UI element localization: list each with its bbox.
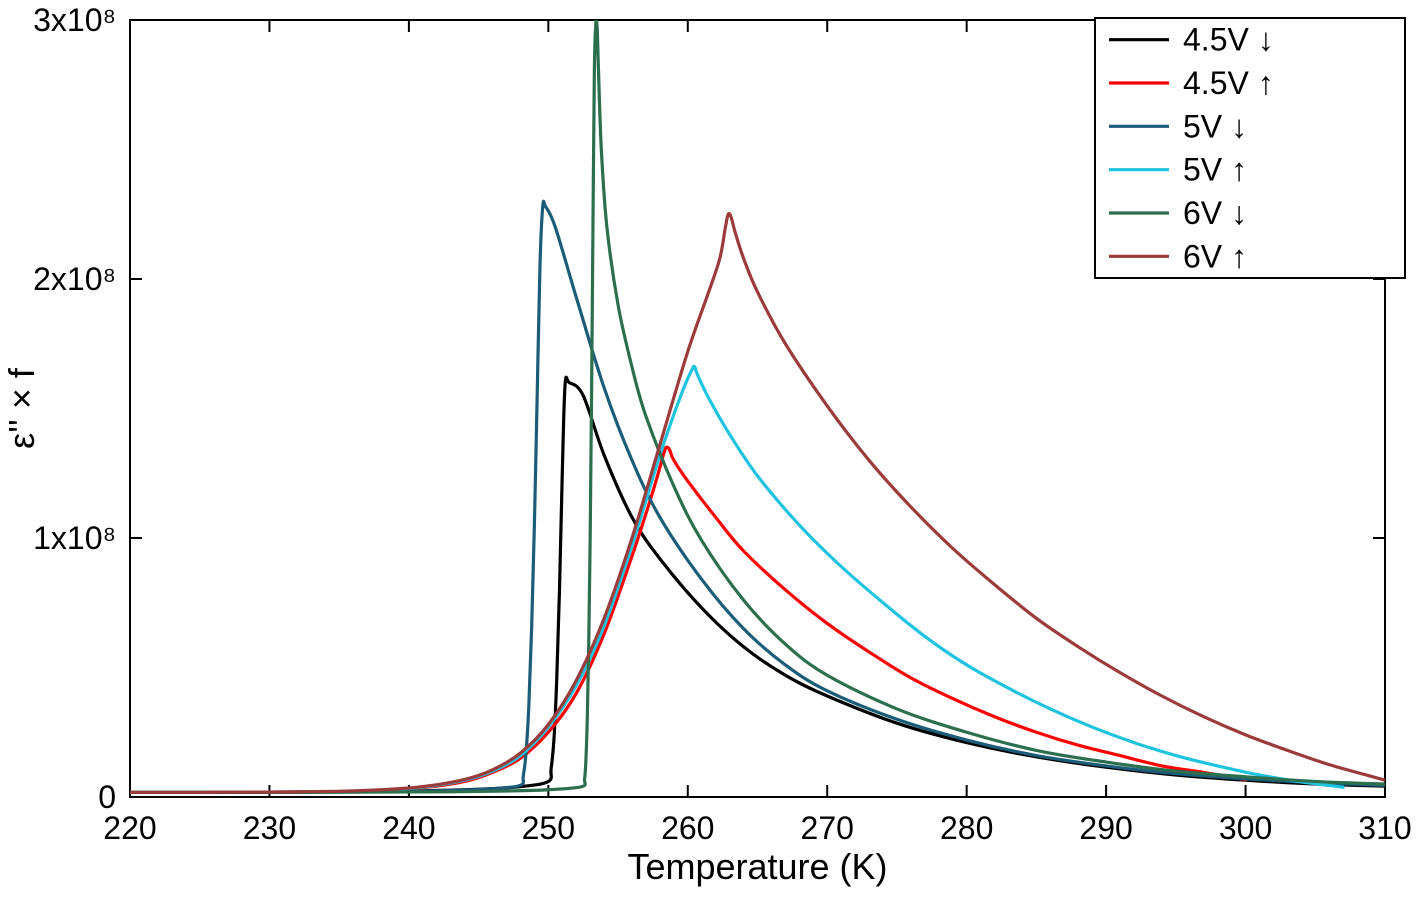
x-tick-label: 260: [661, 810, 714, 846]
x-tick-label: 270: [801, 810, 854, 846]
x-tick-label: 280: [940, 810, 993, 846]
legend: 4.5V ↓ 4.5V ↑ 5V ↓ 5V ↑ 6V ↓ 6V ↑: [1095, 18, 1405, 278]
series-line: [130, 213, 1385, 792]
series-line: [130, 377, 1385, 792]
legend-entry-label: 4.5V ↓: [1183, 22, 1274, 58]
x-tick-label: 240: [382, 810, 435, 846]
series-line: [130, 447, 1246, 792]
y-axis-label: ε'' × f: [1, 367, 42, 449]
x-tick-label: 220: [103, 810, 156, 846]
legend-entry-label: 5V ↑: [1183, 152, 1247, 188]
y-tick-label: 2x10⁸: [33, 261, 116, 297]
series-line: [130, 366, 1343, 792]
x-tick-label: 230: [243, 810, 296, 846]
legend-entry-label: 5V ↓: [1183, 108, 1247, 144]
x-tick-label: 290: [1079, 810, 1132, 846]
chart-svg: 220 230 240 250 260 270 280 290 300 310 0 1x10⁸ 2x10…: [0, 0, 1425, 907]
chart-container: 220 230 240 250 260 270 280 290 300 310 0 1x10⁸ 2x10…: [0, 0, 1425, 907]
x-tick-label: 250: [522, 810, 575, 846]
y-tick-label: 0: [98, 779, 116, 815]
x-axis-label: Temperature (K): [627, 846, 887, 887]
x-tick-label: 310: [1358, 810, 1411, 846]
legend-entry-label: 4.5V ↑: [1183, 65, 1274, 101]
y-tick-label: 3x10⁸: [33, 2, 116, 38]
y-tick-label: 1x10⁸: [33, 520, 116, 556]
x-tick-label: 300: [1219, 810, 1272, 846]
legend-entry-label: 6V ↓: [1183, 195, 1247, 231]
legend-entry-label: 6V ↑: [1183, 238, 1247, 274]
